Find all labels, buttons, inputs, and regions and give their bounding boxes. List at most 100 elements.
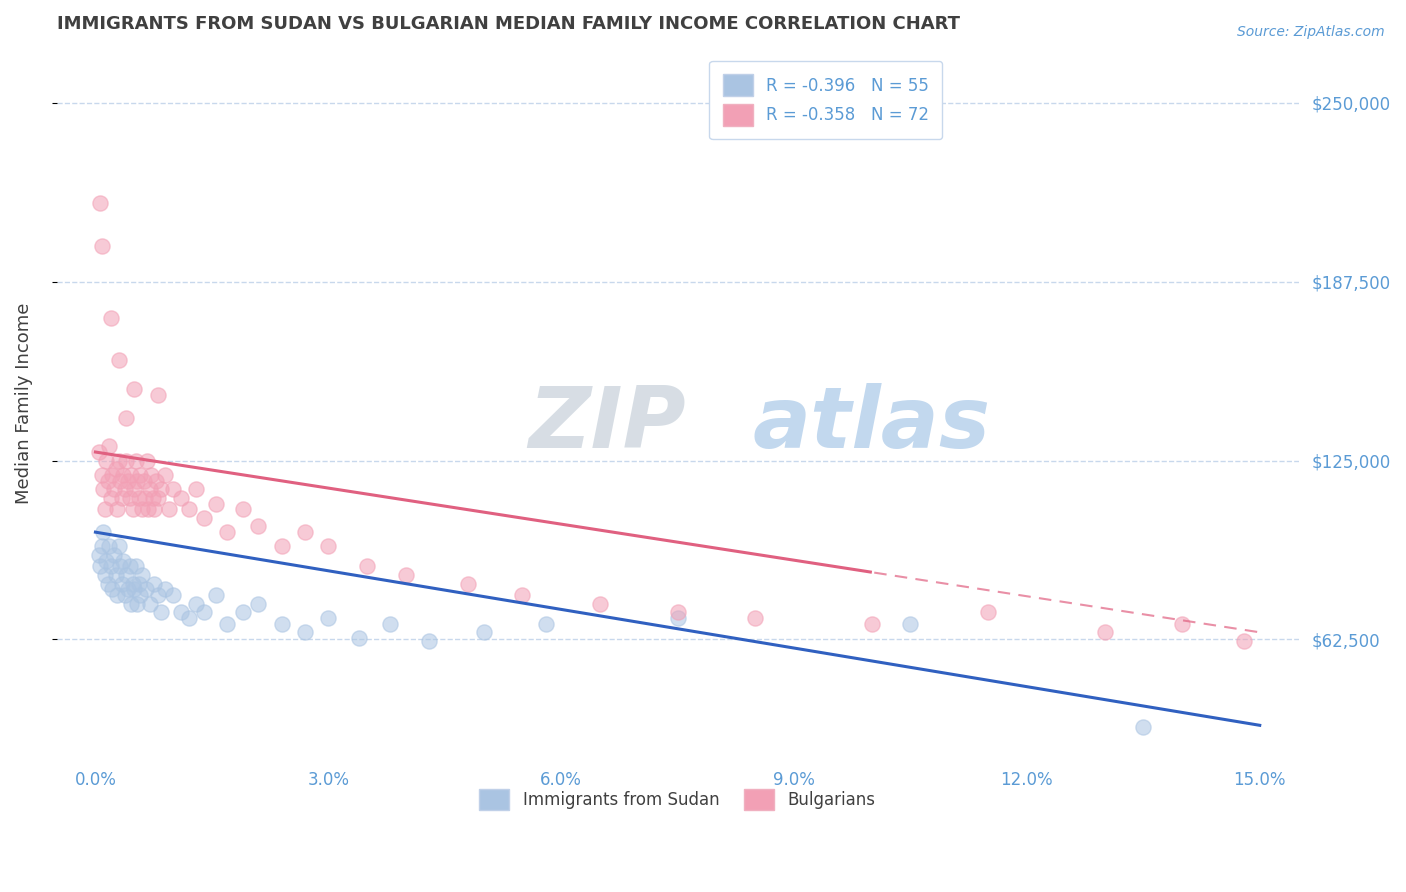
Point bbox=[129, 588, 152, 602]
Point bbox=[100, 559, 122, 574]
Point bbox=[349, 631, 371, 645]
Point bbox=[232, 502, 254, 516]
Point bbox=[105, 588, 128, 602]
Point bbox=[170, 491, 193, 505]
Point bbox=[142, 491, 165, 505]
Point bbox=[90, 540, 112, 554]
Point bbox=[105, 502, 128, 516]
Point bbox=[117, 582, 139, 597]
Point bbox=[100, 310, 122, 325]
Point bbox=[107, 353, 129, 368]
Point bbox=[316, 540, 339, 554]
Point bbox=[93, 568, 115, 582]
Point bbox=[534, 616, 557, 631]
Point bbox=[900, 616, 922, 631]
Point bbox=[89, 196, 111, 211]
Point bbox=[170, 605, 193, 619]
Point bbox=[111, 491, 134, 505]
Point bbox=[512, 588, 534, 602]
Point bbox=[132, 474, 155, 488]
Point bbox=[860, 616, 883, 631]
Point bbox=[150, 482, 173, 496]
Point bbox=[101, 467, 124, 482]
Point bbox=[128, 576, 150, 591]
Point bbox=[110, 474, 132, 488]
Point bbox=[103, 548, 125, 562]
Point bbox=[145, 474, 167, 488]
Point bbox=[100, 491, 122, 505]
Point bbox=[136, 502, 159, 516]
Point bbox=[356, 559, 378, 574]
Point bbox=[193, 605, 215, 619]
Point bbox=[97, 576, 120, 591]
Point bbox=[122, 382, 145, 396]
Point bbox=[114, 482, 136, 496]
Point bbox=[125, 559, 148, 574]
Point bbox=[120, 597, 142, 611]
Point bbox=[155, 582, 177, 597]
Point bbox=[247, 519, 270, 533]
Point bbox=[1233, 633, 1256, 648]
Point bbox=[112, 467, 135, 482]
Point bbox=[270, 616, 292, 631]
Point bbox=[89, 445, 111, 459]
Y-axis label: Median Family Income: Median Family Income bbox=[15, 302, 32, 504]
Point bbox=[666, 605, 689, 619]
Point bbox=[90, 239, 112, 253]
Point bbox=[294, 625, 316, 640]
Point bbox=[135, 582, 157, 597]
Point bbox=[104, 462, 127, 476]
Point bbox=[101, 582, 124, 597]
Point bbox=[589, 597, 612, 611]
Point bbox=[118, 491, 141, 505]
Point bbox=[186, 482, 208, 496]
Point bbox=[294, 525, 316, 540]
Point bbox=[204, 588, 226, 602]
Point bbox=[91, 482, 114, 496]
Point bbox=[157, 502, 180, 516]
Point bbox=[120, 467, 142, 482]
Point bbox=[1094, 625, 1116, 640]
Point bbox=[127, 597, 149, 611]
Point bbox=[270, 540, 292, 554]
Point bbox=[193, 511, 215, 525]
Point bbox=[204, 496, 226, 510]
Point bbox=[316, 611, 339, 625]
Point bbox=[104, 568, 127, 582]
Point bbox=[131, 568, 153, 582]
Point bbox=[115, 453, 138, 467]
Point bbox=[121, 576, 143, 591]
Point bbox=[139, 482, 162, 496]
Point bbox=[114, 588, 136, 602]
Point bbox=[115, 410, 138, 425]
Point bbox=[103, 482, 125, 496]
Point bbox=[143, 502, 166, 516]
Point bbox=[744, 611, 766, 625]
Point bbox=[107, 453, 129, 467]
Point bbox=[177, 611, 200, 625]
Text: Source: ZipAtlas.com: Source: ZipAtlas.com bbox=[1237, 25, 1385, 39]
Point bbox=[111, 576, 134, 591]
Point bbox=[87, 548, 110, 562]
Point bbox=[186, 597, 208, 611]
Point bbox=[122, 582, 145, 597]
Point bbox=[125, 453, 148, 467]
Point bbox=[142, 576, 165, 591]
Point bbox=[96, 554, 118, 568]
Legend: Immigrants from Sudan, Bulgarians: Immigrants from Sudan, Bulgarians bbox=[472, 782, 883, 817]
Point bbox=[134, 491, 156, 505]
Point bbox=[107, 540, 129, 554]
Point bbox=[96, 453, 118, 467]
Point bbox=[91, 525, 114, 540]
Point bbox=[139, 597, 162, 611]
Point bbox=[110, 559, 132, 574]
Point bbox=[141, 467, 163, 482]
Point bbox=[1132, 720, 1154, 734]
Point bbox=[1171, 616, 1194, 631]
Point bbox=[472, 625, 495, 640]
Point bbox=[127, 474, 149, 488]
Point bbox=[129, 467, 152, 482]
Point bbox=[418, 633, 440, 648]
Point bbox=[118, 559, 141, 574]
Point bbox=[128, 491, 150, 505]
